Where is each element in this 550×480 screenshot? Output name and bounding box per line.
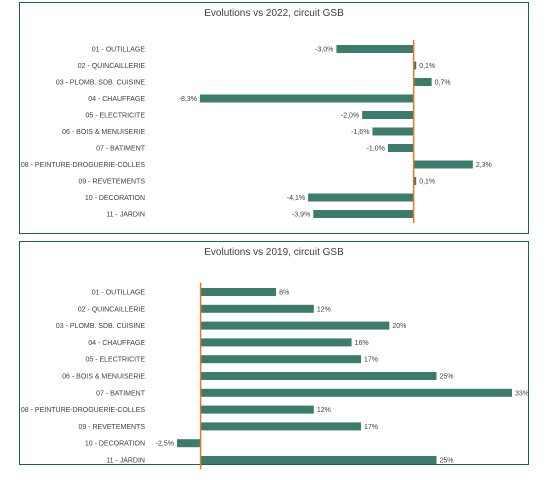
chart-1-category-label-9: 10 - DECORATION — [85, 441, 145, 448]
chart-0-bar-5 — [372, 127, 414, 136]
chart-1-bar-1 — [200, 304, 314, 313]
chart-title-2019: Evolutions vs 2019, circuit GSB — [204, 247, 344, 258]
chart-0-bar-10 — [313, 210, 414, 218]
chart-1-data-label-5: 25% — [440, 374, 454, 381]
chart-1-data-label-9: -2,5% — [156, 441, 174, 448]
chart-1-data-label-3: 16% — [355, 340, 369, 347]
chart-1-category-label-7: 08 - PEINTURE-DROGUERIE-COLLES — [21, 407, 145, 414]
chart-0-category-label-10: 11 - JARDIN — [106, 212, 145, 219]
chart-0-data-label-0: -3,0% — [315, 47, 333, 54]
chart-1-bar-2 — [200, 321, 390, 330]
chart-1-category-label-2: 03 - PLOMB. SDB. CUISINE — [56, 323, 145, 330]
chart-1-data-label-8: 17% — [364, 424, 378, 431]
chart-1-bar-5 — [200, 372, 437, 380]
chart-0-category-label-0: 01 - OUTILLAGE — [92, 47, 146, 54]
bar-chart-2019: 01 - OUTILLAGE 8% 02 - QUINCAILLERIE 12% 03 … — [21, 282, 529, 470]
chart-1-data-label-2: 20% — [392, 323, 406, 330]
chart-1-data-label-0: 8% — [279, 290, 289, 297]
chart-0-data-label-1: 0,1% — [419, 63, 435, 70]
chart-0-category-label-1: 02 - QUINCAILLERIE — [78, 63, 146, 70]
chart-1-category-label-3: 04 - CHAUFFAGE — [88, 340, 145, 347]
bar-chart-2022: 01 - OUTILLAGE -3,0% 02 - QUINCAILLERIE 0,1… — [21, 39, 492, 224]
chart-0-category-label-2: 03 - PLOMB. SDB. CUISINE — [56, 80, 145, 87]
chart-0-category-label-5: 06 - BOIS & MENUISERIE — [62, 129, 145, 136]
chart-1-data-label-7: 12% — [317, 407, 331, 414]
chart-1-category-label-5: 06 - BOIS & MENUISERIE — [62, 374, 145, 381]
chart-0-data-label-6: -1,0% — [367, 146, 385, 153]
chart-1-category-label-10: 11 - JARDIN — [106, 458, 145, 465]
chart-1-category-label-6: 07 - BATIMENT — [96, 390, 146, 397]
chart-0-data-label-9: -4,1% — [287, 195, 305, 202]
chart-1-data-label-10: 25% — [440, 458, 454, 465]
chart-0-data-label-5: -1,6% — [351, 129, 369, 136]
chart-0-category-label-4: 05 - ELECTRICITE — [85, 113, 145, 120]
chart-0-bar-8 — [413, 177, 417, 185]
chart-0-bar-4 — [362, 111, 414, 119]
chart-0-category-label-3: 04 - CHAUFFAGE — [88, 96, 145, 103]
chart-0-category-label-6: 07 - BATIMENT — [96, 146, 146, 153]
chart-0-category-label-8: 09 - REVETEMENTS — [78, 179, 145, 186]
chart-1-bar-4 — [200, 355, 362, 364]
chart-1-data-label-1: 12% — [317, 306, 331, 313]
chart-1-bar-8 — [200, 422, 362, 431]
chart-0-category-label-7: 08 - PEINTURE-DROGUERIE-COLLES — [21, 162, 145, 169]
chart-1-bar-6 — [200, 388, 512, 397]
chart-1-bar-10 — [200, 456, 437, 464]
chart-0-bar-7 — [413, 160, 473, 169]
chart-1-category-label-1: 02 - QUINCAILLERIE — [78, 306, 146, 313]
chart-0-data-label-7: 2,3% — [476, 162, 492, 169]
chart-1-category-label-4: 05 - ELECTRICITE — [85, 357, 145, 364]
chart-1-bar-7 — [200, 405, 314, 414]
chart-1-category-label-8: 09 - REVETEMENTS — [78, 424, 145, 431]
chart-0-bar-1 — [413, 61, 417, 70]
chart-title-2022: Evolutions vs 2022, circuit GSB — [204, 8, 344, 19]
chart-0-data-label-4: -2,0% — [341, 113, 359, 120]
chart-0-category-label-9: 10 - DECORATION — [85, 195, 145, 202]
chart-0-data-label-2: 0,7% — [435, 80, 451, 87]
chart-1-category-label-0: 01 - OUTILLAGE — [92, 290, 146, 297]
chart-0-data-label-8: 0,1% — [419, 179, 435, 186]
chart-0-bar-6 — [387, 144, 414, 152]
chart-1-bar-3 — [200, 338, 352, 347]
chart-0-data-label-10: -3,9% — [292, 212, 310, 219]
chart-0-bar-2 — [413, 78, 432, 86]
chart-1-data-label-4: 17% — [364, 357, 378, 364]
chart-1-bar-9 — [177, 439, 201, 448]
chart-0-data-label-3: -8,3% — [179, 96, 197, 103]
chart-0-bar-3 — [200, 94, 414, 103]
chart-panel-2022: Evolutions vs 2022, circuit GSB 01 - OUT… — [19, 2, 529, 234]
chart-0-bar-9 — [308, 193, 414, 202]
chart-1-data-label-6: 33% — [515, 390, 529, 397]
chart-1-bar-0 — [200, 288, 277, 296]
chart-0-bar-0 — [336, 45, 414, 53]
chart-panel-2019: Evolutions vs 2019, circuit GSB 01 - OUT… — [19, 241, 529, 470]
